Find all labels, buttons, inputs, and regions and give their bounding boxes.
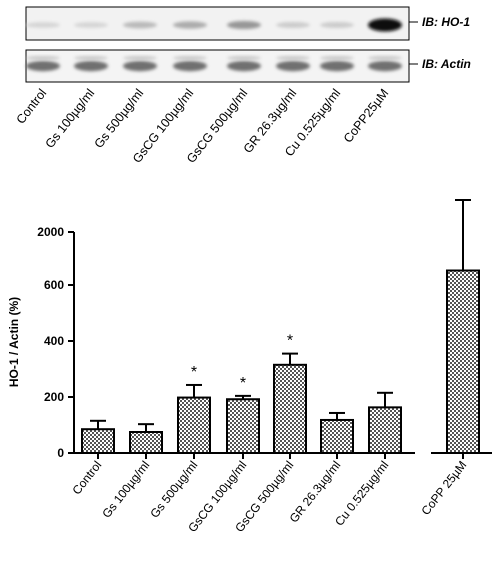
band	[74, 60, 108, 72]
band	[227, 60, 261, 72]
band	[227, 56, 261, 60]
band	[26, 22, 60, 28]
bar	[129, 431, 163, 454]
category-label: CoPP 25µM	[418, 458, 469, 518]
category-label: Control	[70, 458, 105, 497]
category-label: Gs 100µg/ml	[99, 458, 152, 520]
band	[276, 56, 310, 60]
band	[368, 56, 402, 60]
bar	[320, 418, 354, 454]
blot-ho1-panel: IB: HO-1	[25, 6, 470, 41]
ho1-label: IB: HO-1	[422, 15, 470, 29]
band	[123, 56, 157, 60]
lane-label: Gs 100µg/ml	[43, 86, 98, 151]
bar	[226, 398, 260, 454]
significance-marker: *	[240, 375, 246, 392]
category-label: Gs 500µg/ml	[147, 458, 200, 520]
bar	[177, 396, 211, 454]
lane-label: CoPP25µM	[341, 86, 392, 145]
y-tick-label: 400	[44, 334, 64, 348]
y-tick-label: 600	[44, 278, 64, 292]
y-ticks: 0 200 400 600 2000	[37, 225, 74, 460]
bar	[81, 428, 115, 455]
x-ticks	[97, 453, 464, 459]
band	[123, 21, 157, 29]
y-axis-title: HO-1 / Actin (%)	[7, 297, 21, 387]
band	[173, 60, 207, 72]
band	[320, 21, 354, 29]
significance-marker: *	[191, 364, 197, 381]
lane-label: GsCG 500µg/ml	[184, 86, 250, 165]
y-tick-label: 0	[57, 446, 64, 460]
band	[26, 60, 60, 72]
bar	[273, 363, 307, 454]
band	[320, 60, 354, 72]
band	[227, 20, 261, 30]
band	[173, 56, 207, 60]
band	[173, 21, 207, 29]
blot-actin-panel: IB: Actin	[25, 49, 471, 83]
band	[320, 56, 354, 60]
actin-bands	[26, 56, 402, 72]
band	[276, 21, 310, 29]
bar-chart: 0 200 400 600 2000 HO-1 / Actin (%) * * * Cont…	[7, 199, 492, 535]
band	[74, 56, 108, 60]
lane-label: Control	[14, 86, 50, 126]
significance-marker: *	[287, 333, 293, 350]
band	[368, 18, 402, 32]
actin-label: IB: Actin	[422, 57, 471, 71]
band	[368, 60, 402, 72]
band	[26, 56, 60, 60]
lane-label: Gs 500µg/ml	[92, 86, 147, 151]
ho1-bands	[26, 18, 402, 32]
band	[123, 60, 157, 72]
bar	[446, 269, 480, 454]
y-tick-label: 200	[44, 390, 64, 404]
y-tick-label: 2000	[37, 225, 64, 239]
bar	[368, 406, 402, 454]
band	[276, 60, 310, 72]
bars: * * *	[81, 199, 480, 455]
band	[74, 22, 108, 28]
